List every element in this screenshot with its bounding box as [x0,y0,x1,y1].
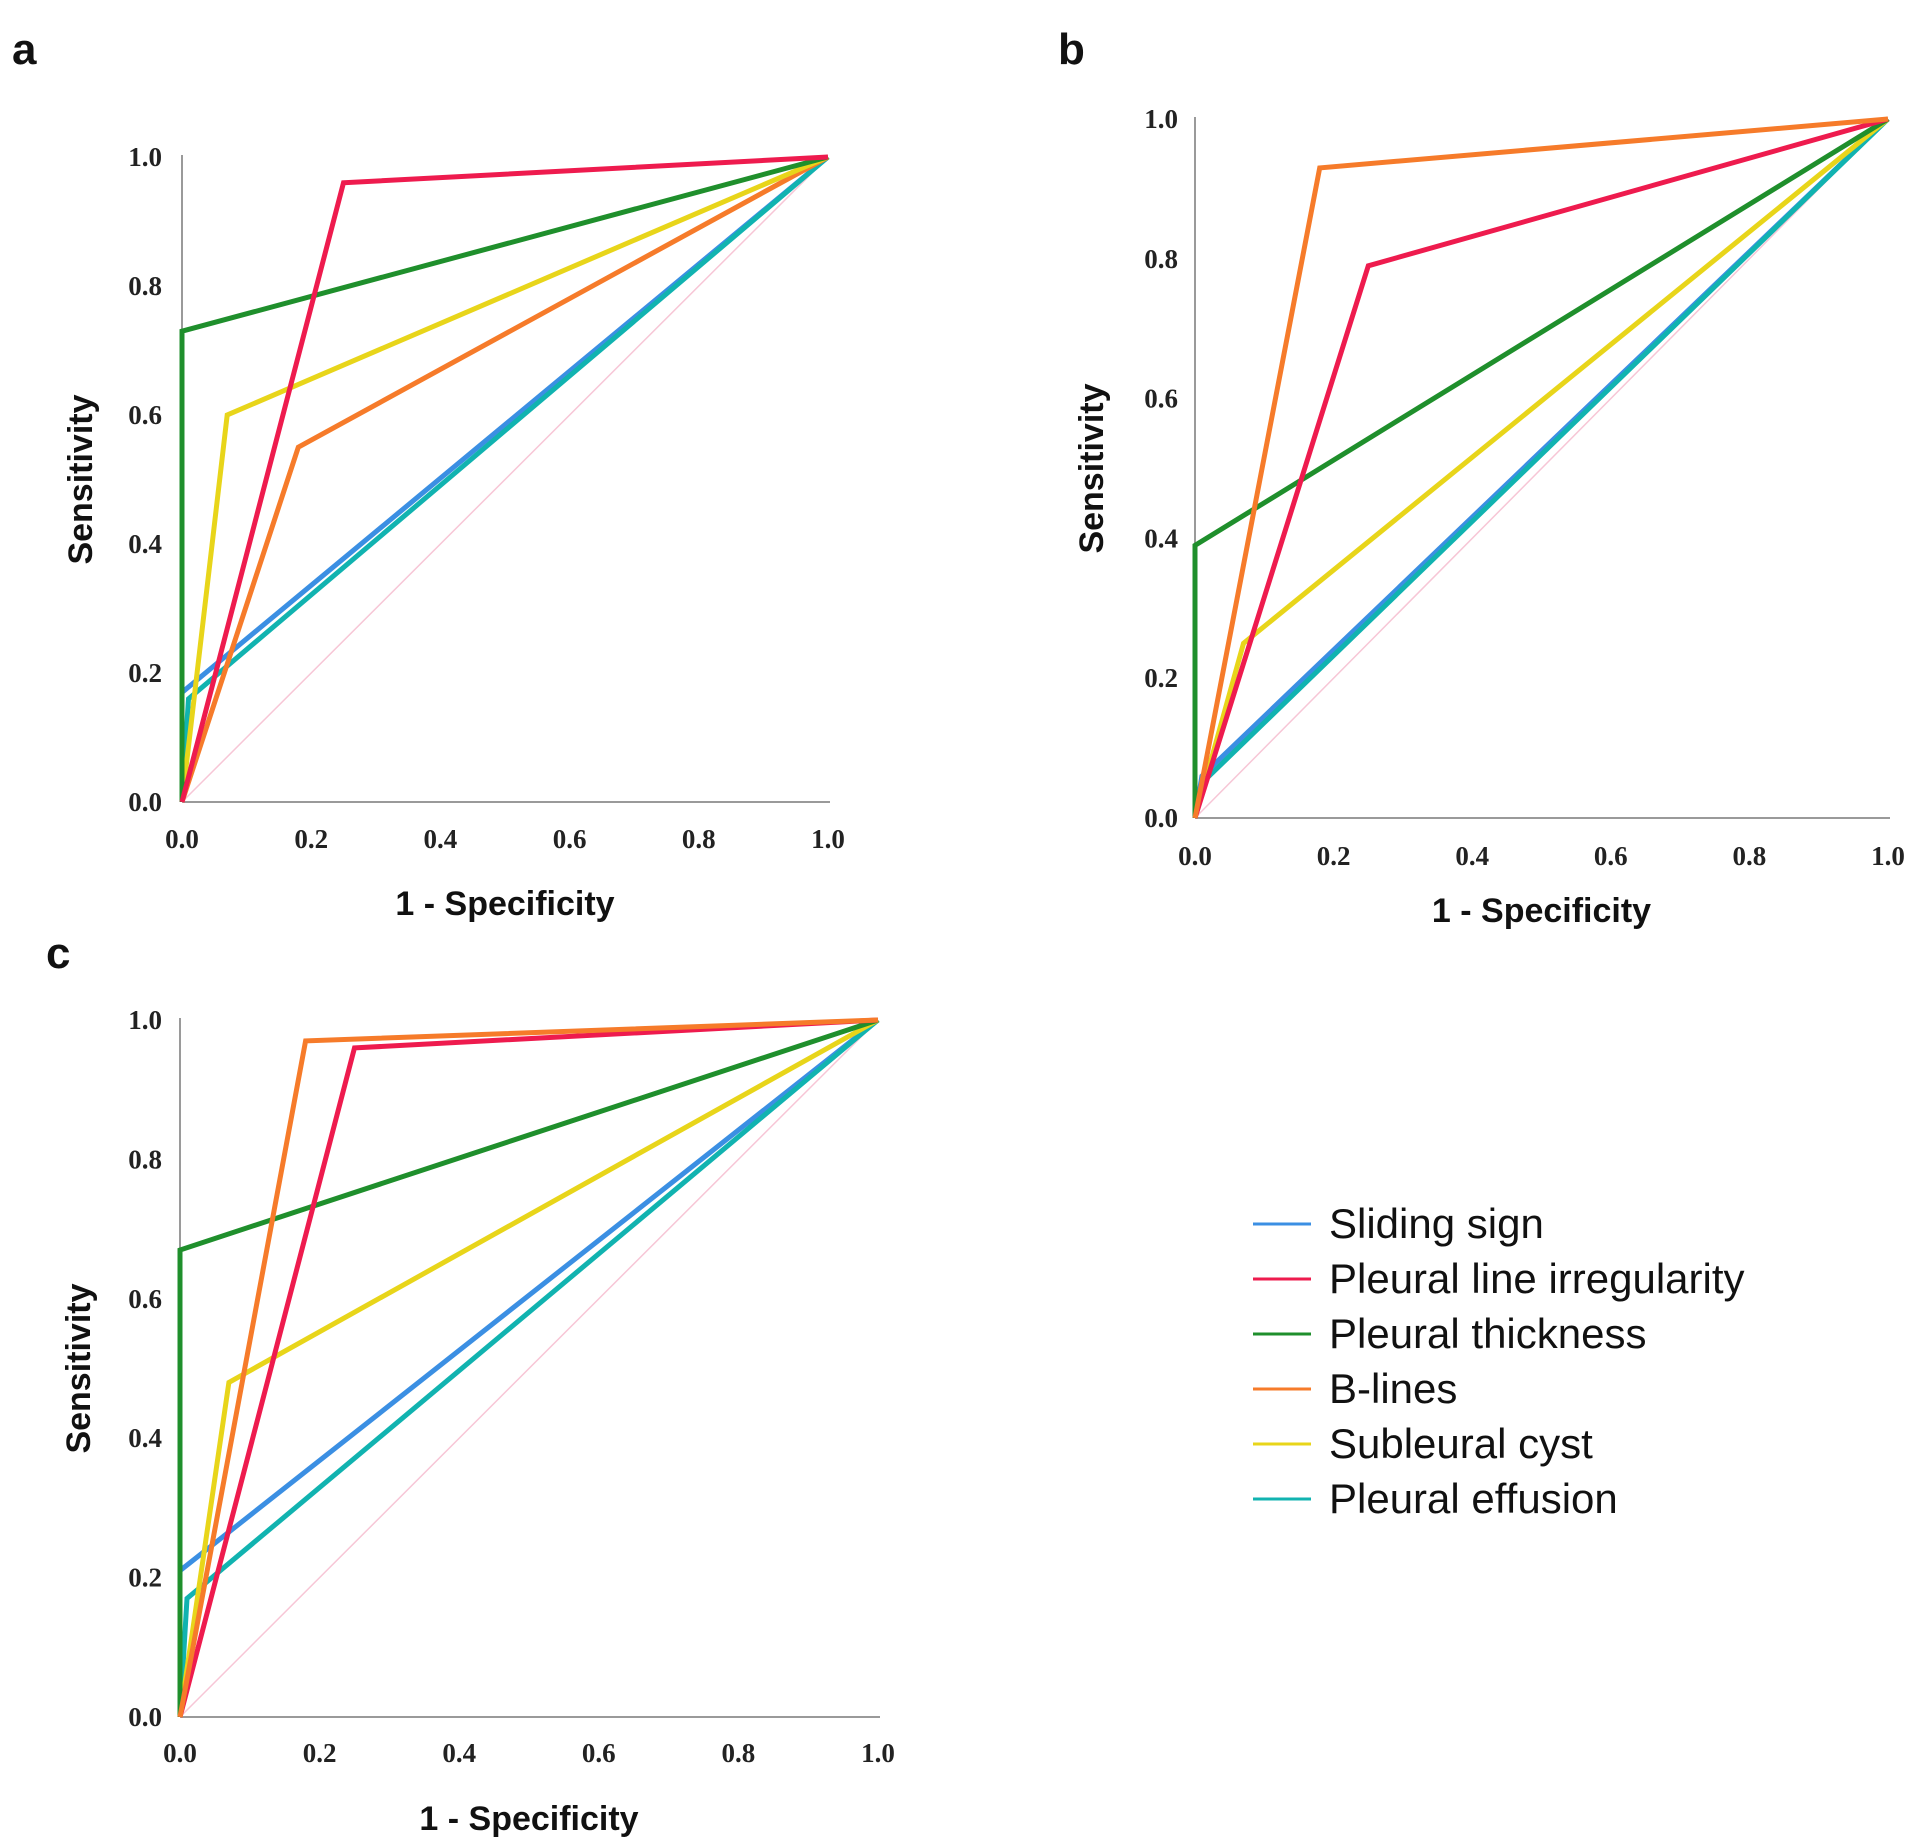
panel-label-a: a [12,25,37,74]
panel-label-b: b [1058,25,1085,74]
y-tick-label-b: 0.2 [1144,663,1178,693]
x-tick-label-c: 1.0 [861,1738,895,1768]
roc-chart-b: 0.0 0.2 0.4 0.6 0.8 1.0 0.0 0.2 0.4 0.6 0.8 1.0 1 - … [1073,104,1905,930]
y-tick-label-a: 1.0 [128,142,162,172]
series-line-pleural-line-irregularity-c [177,1017,879,1718]
x-axis-title-a: 1 - Specificity [395,885,614,923]
y-tick-label-a: 0.8 [128,271,162,301]
series-line-b-lines-b [1192,116,1889,819]
x-tick-label-c: 0.0 [163,1738,197,1768]
y-axis-title-c: Sensitivity [60,1283,98,1453]
legend-label-b-lines: B-lines [1329,1365,1457,1412]
reference-diagonal-b [1194,118,1889,819]
y-tick-label-a: 0.4 [128,529,162,559]
x-tick-label-a: 0.2 [294,824,328,854]
y-tick-label-c: 0.0 [128,1702,162,1732]
x-tick-label-c: 0.4 [442,1738,476,1768]
x-tick-label-b: 0.0 [1178,841,1212,871]
legend-label-pleural-effusion: Pleural effusion [1329,1475,1618,1522]
x-tick-label-a: 0.0 [165,824,199,854]
x-tick-label-b: 0.6 [1594,841,1628,871]
legend-label-pleural-thickness: Pleural thickness [1329,1310,1646,1357]
y-tick-label-c: 0.6 [128,1284,162,1314]
x-tick-label-b: 0.2 [1317,841,1351,871]
legend-label-pleural-line-irregularity: Pleural line irregularity [1329,1255,1745,1302]
x-tick-label-b: 1.0 [1871,841,1905,871]
roc-chart-c: 0.0 0.2 0.4 0.6 0.8 1.0 0.0 0.2 0.4 0.6 0.8 1.0 1 - … [60,1005,895,1838]
y-tick-label-b: 1.0 [1144,104,1178,134]
y-tick-label-b: 0.0 [1144,803,1178,833]
x-tick-label-a: 0.8 [682,824,716,854]
series-line-b-lines-a [179,154,830,803]
y-tick-label-a: 0.2 [128,658,162,688]
y-tick-label-a: 0.6 [128,400,162,430]
y-tick-label-c: 0.2 [128,1563,162,1593]
x-tick-label-c: 0.2 [303,1738,337,1768]
series-line-pleural-thickness-b [1192,116,1890,818]
y-tick-label-c: 0.8 [128,1144,162,1174]
series-line-pleural-thickness-c [177,1017,879,1717]
reference-diagonal-a [181,156,829,803]
series-line-pleural-line-irregularity-a [179,154,829,803]
reference-diagonal-c [179,1019,879,1718]
y-tick-label-c: 1.0 [128,1005,162,1035]
y-tick-label-b: 0.6 [1144,384,1178,414]
legend-label-sliding-sign: Sliding sign [1329,1200,1544,1247]
x-axis-title-b: 1 - Specificity [1432,892,1651,930]
panel-label-c: c [46,929,70,978]
series-line-pleural-thickness-a [179,154,829,802]
series-line-pleural-line-irregularity-b [1192,116,1889,819]
x-tick-label-c: 0.8 [722,1738,756,1768]
y-tick-label-b: 0.4 [1144,523,1178,553]
x-tick-label-a: 0.4 [424,824,458,854]
x-tick-label-a: 1.0 [811,824,845,854]
y-tick-label-b: 0.8 [1144,244,1178,274]
y-tick-label-c: 0.4 [128,1423,162,1453]
y-axis-title-b: Sensitivity [1073,383,1111,553]
x-axis-title-c: 1 - Specificity [419,1800,638,1838]
x-tick-label-c: 0.6 [582,1738,616,1768]
x-tick-label-a: 0.6 [553,824,587,854]
legend-label-subleural-cyst: Subleural cyst [1329,1420,1593,1467]
x-tick-label-b: 0.4 [1455,841,1489,871]
x-tick-label-b: 0.8 [1733,841,1767,871]
series-line-subleural-cyst-a [179,154,829,803]
y-axis-title-a: Sensitivity [62,394,100,564]
y-tick-label-a: 0.0 [128,787,162,817]
series-line-subleural-cyst-c [177,1017,880,1718]
legend: Sliding sign Pleural line irregularity Ple… [1253,1200,1745,1522]
series-line-b-lines-c [177,1017,879,1718]
roc-chart-a: 0.0 0.2 0.4 0.6 0.8 1.0 0.0 0.2 0.4 0.6 0.8 1.0 1 - … [62,142,845,923]
